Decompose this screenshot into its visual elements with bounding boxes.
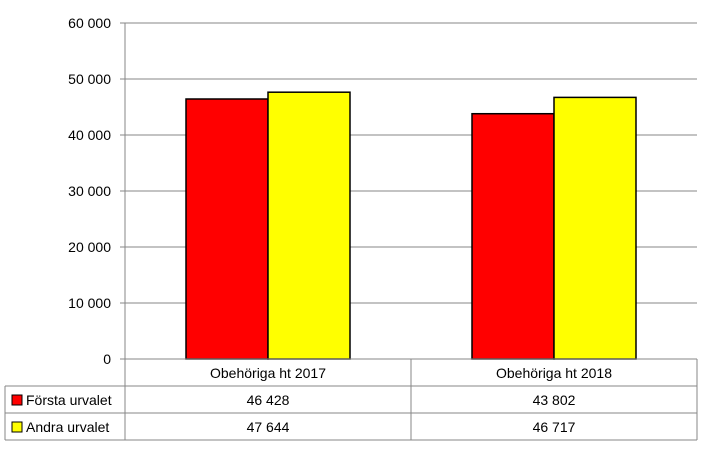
y-axis-tick-labels: 0 10 000 20 000 30 000 40 000 50 000 60 000 — [68, 15, 111, 367]
legend-key — [11, 394, 23, 406]
y-axis-tick-label: 60 000 — [68, 15, 111, 31]
y-axis-tick-label: 40 000 — [68, 127, 111, 143]
y-axis-tick-label: 30 000 — [68, 183, 111, 199]
x-axis-category-label: Obehöriga ht 2017 — [210, 365, 326, 381]
table-value-cell: 46 428 — [247, 392, 290, 408]
table-value-cell: 43 802 — [533, 392, 576, 408]
bars — [185, 91, 637, 360]
legend-series-name: Första urvalet — [26, 392, 112, 408]
legend-key — [11, 421, 23, 433]
y-axis-tick-label: 10 000 — [68, 295, 111, 311]
bar — [267, 91, 351, 360]
bar — [553, 96, 637, 360]
bar — [471, 112, 555, 360]
table-value-cell: 47 644 — [247, 419, 290, 435]
y-axis-tick-label: 50 000 — [68, 71, 111, 87]
data-table: Obehöriga ht 2017 Obehöriga ht 2018 Första… — [4, 359, 698, 441]
y-axis-tick-label: 0 — [103, 351, 111, 367]
x-axis-category-label: Obehöriga ht 2018 — [496, 365, 612, 381]
axes — [120, 22, 697, 360]
table-value-cell: 46 717 — [533, 419, 576, 435]
y-axis-tick-label: 20 000 — [68, 239, 111, 255]
bar — [185, 98, 269, 360]
legend-series-name: Andra urvalet — [26, 419, 109, 435]
